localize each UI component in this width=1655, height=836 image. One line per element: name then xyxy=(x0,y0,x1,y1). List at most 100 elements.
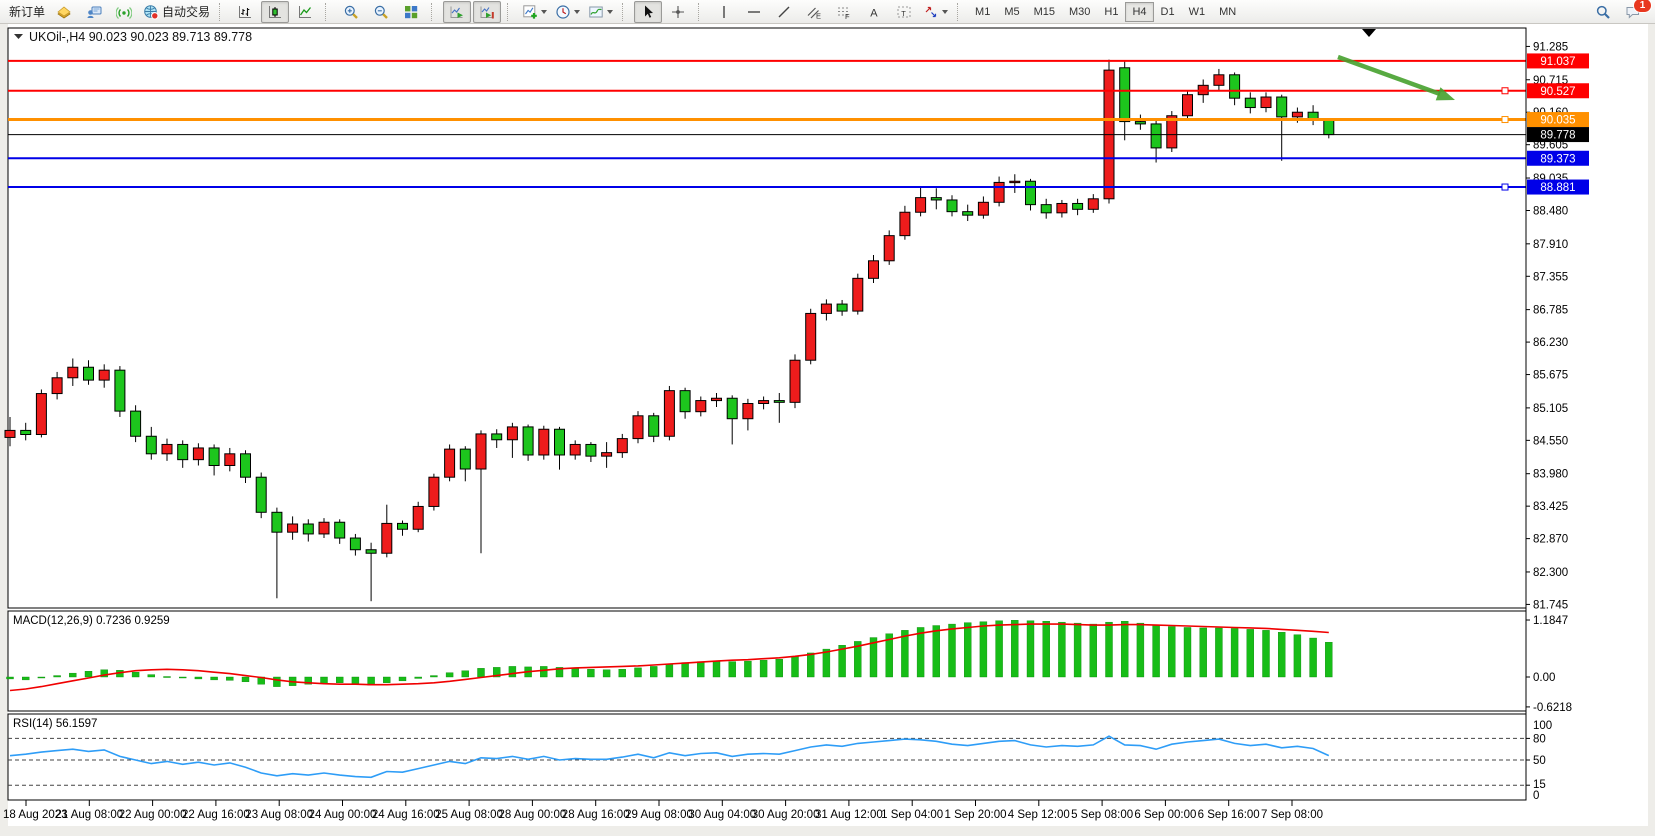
svg-text:6 Sep 16:00: 6 Sep 16:00 xyxy=(1198,809,1260,821)
notifications-button[interactable]: 1 xyxy=(1619,0,1652,23)
candle xyxy=(742,403,754,420)
auto-trading-button[interactable]: 自动交易 xyxy=(140,1,213,23)
line-chart-button[interactable] xyxy=(291,1,319,23)
candle xyxy=(491,433,503,441)
hosting-button[interactable] xyxy=(80,1,108,23)
candle xyxy=(224,453,236,467)
line-handle[interactable] xyxy=(1501,116,1509,124)
vertical-line-button[interactable] xyxy=(710,1,738,23)
horizontal-line-90.527[interactable] xyxy=(8,87,1526,95)
hline-icon xyxy=(748,10,761,13)
horizontal-line-90.035[interactable] xyxy=(8,116,1526,124)
auto-scroll-button[interactable] xyxy=(443,0,472,23)
candle xyxy=(1213,74,1225,86)
templates-button[interactable] xyxy=(585,1,616,23)
candle xyxy=(349,537,361,551)
svg-text:90.035: 90.035 xyxy=(1540,115,1575,127)
bar-chart-button[interactable] xyxy=(231,1,259,23)
text-button[interactable]: A xyxy=(860,1,888,23)
template-icon xyxy=(589,6,603,17)
search-button[interactable] xyxy=(1589,1,1617,23)
chart-shift-button[interactable] xyxy=(473,0,502,23)
candle xyxy=(1056,202,1068,214)
new-order-button[interactable]: 新订单 xyxy=(3,1,48,23)
chart-shift-marker[interactable] xyxy=(1362,29,1376,37)
candle xyxy=(632,415,644,440)
candle xyxy=(805,312,817,361)
window-left-edge xyxy=(0,24,8,836)
trend-arrow-annotation[interactable] xyxy=(1337,54,1455,101)
line-chart-icon xyxy=(299,5,312,18)
auto-trading-button-label: 自动交易 xyxy=(162,5,211,19)
toolbar-separator xyxy=(622,2,630,21)
chart-window: 91.28590.71590.16089.60589.03588.48087.9… xyxy=(0,24,1655,836)
arrows-button[interactable] xyxy=(920,1,951,23)
zoom-out-button[interactable] xyxy=(367,1,395,23)
timeframe-m15-button[interactable]: M15 xyxy=(1033,5,1055,18)
svg-text:22 Aug 16:00: 22 Aug 16:00 xyxy=(182,809,250,821)
candle xyxy=(711,397,722,402)
svg-text:29 Aug 08:00: 29 Aug 08:00 xyxy=(625,809,693,821)
toolbar-separator xyxy=(431,2,439,21)
clock-icon xyxy=(556,4,570,19)
crosshair-icon xyxy=(672,5,685,18)
crosshair-button[interactable] xyxy=(664,1,692,23)
candlestick-icon xyxy=(269,5,282,18)
candle xyxy=(930,197,942,201)
candle xyxy=(820,303,832,314)
svg-text:87.910: 87.910 xyxy=(1533,239,1568,251)
svg-text:1 Sep 04:00: 1 Sep 04:00 xyxy=(881,809,943,821)
zoom-in-button[interactable] xyxy=(337,1,365,23)
cursor-button[interactable] xyxy=(634,0,663,23)
toolbar-separator xyxy=(325,2,333,21)
candle xyxy=(318,521,330,535)
timeframe-m30-button[interactable]: M30 xyxy=(1069,5,1091,18)
candle xyxy=(271,511,283,533)
chevron-down-icon xyxy=(607,9,614,14)
channel-icon: E xyxy=(807,7,821,20)
line-handle[interactable] xyxy=(1501,183,1509,191)
channel-button[interactable]: E xyxy=(800,1,828,23)
candle xyxy=(287,523,299,533)
svg-text:83.980: 83.980 xyxy=(1533,469,1568,481)
fibonacci-button[interactable]: F xyxy=(830,1,858,23)
timeframe-h1-button[interactable]: H1 xyxy=(1104,5,1119,18)
text-label-button[interactable]: T xyxy=(890,1,918,23)
candle xyxy=(459,448,471,470)
timeframe-mn-button[interactable]: MN xyxy=(1219,5,1237,18)
price-badge-89.778: 89.778 xyxy=(1527,127,1589,143)
candle xyxy=(1166,115,1178,149)
periods-button[interactable] xyxy=(552,1,583,23)
trendline-button[interactable] xyxy=(770,1,798,23)
timeframe-w1-button[interactable]: W1 xyxy=(1188,5,1206,18)
notification-count-badge: 1 xyxy=(1633,0,1652,13)
horizontal-line-button[interactable] xyxy=(740,1,768,23)
svg-text:100: 100 xyxy=(1533,720,1552,732)
market-button[interactable] xyxy=(50,1,78,23)
line-handle[interactable] xyxy=(1501,87,1509,95)
svg-text:24 Aug 00:00: 24 Aug 00:00 xyxy=(309,809,377,821)
timeframe-m1-button[interactable]: M1 xyxy=(975,5,991,18)
svg-text:T: T xyxy=(901,8,906,17)
gold-diamond-icon xyxy=(57,5,71,18)
zoom-out-icon xyxy=(374,5,388,19)
timeframe-m5-button[interactable]: M5 xyxy=(1004,5,1020,18)
new-chart-button[interactable] xyxy=(519,1,550,23)
horizontal-line-88.881[interactable] xyxy=(8,183,1526,191)
signals-button[interactable] xyxy=(110,1,138,23)
svg-text:91.037: 91.037 xyxy=(1540,56,1575,68)
chevron-down-icon xyxy=(541,9,548,14)
candle xyxy=(1229,74,1241,99)
candlestick-button[interactable] xyxy=(261,0,290,23)
timeframe-d1-button[interactable]: D1 xyxy=(1160,5,1175,18)
candle xyxy=(883,235,895,262)
svg-text:86.230: 86.230 xyxy=(1533,337,1568,349)
svg-text:24 Aug 16:00: 24 Aug 16:00 xyxy=(372,809,440,821)
candle xyxy=(130,410,142,437)
svg-text:22 Aug 00:00: 22 Aug 00:00 xyxy=(119,809,187,821)
window-collapse-icon[interactable] xyxy=(14,34,23,39)
tile-windows-button[interactable] xyxy=(397,1,425,23)
toolbar: 新订单 自动交易 E F A T M1 M5 M15 M30 H1 H4 D1 W1 MN 1 xyxy=(0,0,1655,24)
timeframe-h4-button[interactable]: H4 xyxy=(1125,1,1154,22)
svg-text:15: 15 xyxy=(1533,779,1546,791)
